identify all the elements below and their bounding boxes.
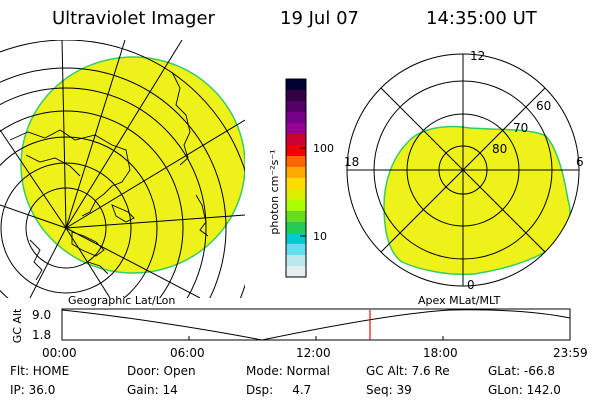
colorbar-gradient [286,79,306,278]
time-tick-2359: 23:59 [553,346,588,360]
colorbar-cell [286,90,306,102]
colorbar-tick-100: 100 [313,142,334,155]
colorbar-cell [286,255,306,267]
time-tick-1200: 12:00 [296,346,331,360]
colorbar-cell [286,200,306,212]
altitude-y-tick-max: 9.0 [32,308,51,322]
mlt-label-12: 12 [470,49,485,63]
colorbar-cell [286,79,306,91]
instrument-title: Ultraviolet Imager [52,8,216,29]
time-tick-0000: 00:00 [42,346,77,360]
colorbar-cell [286,145,306,157]
status-flt: Flt: HOME [10,364,69,378]
altitude-plot-frame [61,308,571,341]
polar-uv-region [383,125,571,276]
header: Ultraviolet Imager 19 Jul 07 14:35:00 UT [52,8,538,29]
colorbar-cell [286,123,306,135]
colorbar-cell [286,112,306,124]
status-dsp: Dsp: 4.7 [246,383,311,397]
status-glon: GLon: 142.0 [488,383,561,397]
image-time: 14:35:00 UT [426,8,538,29]
status-seq: Seq: 39 [366,383,412,397]
status-gc-alt: GC Alt: 7.6 Re [366,364,450,378]
colorbar-cell [286,211,306,223]
altitude-y-tick-min: 1.8 [32,328,51,342]
status-door: Door: Open [127,364,196,378]
mlt-label-0: 0 [467,278,475,292]
colorbar-unit-label: photon cm⁻²s⁻¹ [268,149,281,234]
status-ip: IP: 36.0 [10,383,55,397]
mlt-label-18: 18 [344,155,359,169]
geo-grid [0,40,245,298]
colorbar-cell [286,134,306,146]
colorbar-cell [286,156,306,168]
mlat-label-80: 80 [492,142,507,156]
altitude-panel: Geographic Lat/Lon Apex MLat/MLT GC Alt … [11,294,588,360]
colorbar-cell [286,101,306,113]
status-gain: Gain: 14 [127,383,178,397]
colorbar-cell [286,167,306,179]
mlt-label-6: 6 [576,155,584,169]
geo-uv-disk [20,56,245,274]
mlat-label-60: 60 [536,99,551,113]
colorbar-cell [286,266,306,278]
altitude-curve [61,309,571,341]
polar-mlat-mlt-plot: 12 18 6 0 60 70 80 [344,49,584,292]
polar-grid [346,53,580,287]
apex-panel-caption: Apex MLat/MLT [418,294,501,307]
time-tick-1800: 18:00 [423,346,458,360]
colorbar-cell [286,189,306,201]
geo-coastlines [9,71,209,281]
altitude-y-label: GC Alt [11,308,24,343]
status-block: Flt: HOME Door: Open Mode: Normal GC Alt… [10,364,561,397]
status-glat: GLat: -66.8 [488,364,555,378]
colorbar-cell [286,178,306,190]
altitude-x-ticks [61,336,571,340]
colorbar-cell [286,222,306,234]
time-tick-0600: 06:00 [170,346,205,360]
colorbar-cell [286,244,306,256]
mlat-label-70: 70 [513,121,528,135]
colorbar-tick-10: 10 [313,230,327,243]
colorbar-cell [286,233,306,245]
image-date: 19 Jul 07 [280,8,359,29]
status-mode: Mode: Normal [246,364,330,378]
geo-panel-caption: Geographic Lat/Lon [68,294,175,307]
colorbar: 100 10 photon cm⁻²s⁻¹ [268,78,334,278]
geographic-image-panel [0,40,245,298]
colorbar-frame [285,78,307,278]
